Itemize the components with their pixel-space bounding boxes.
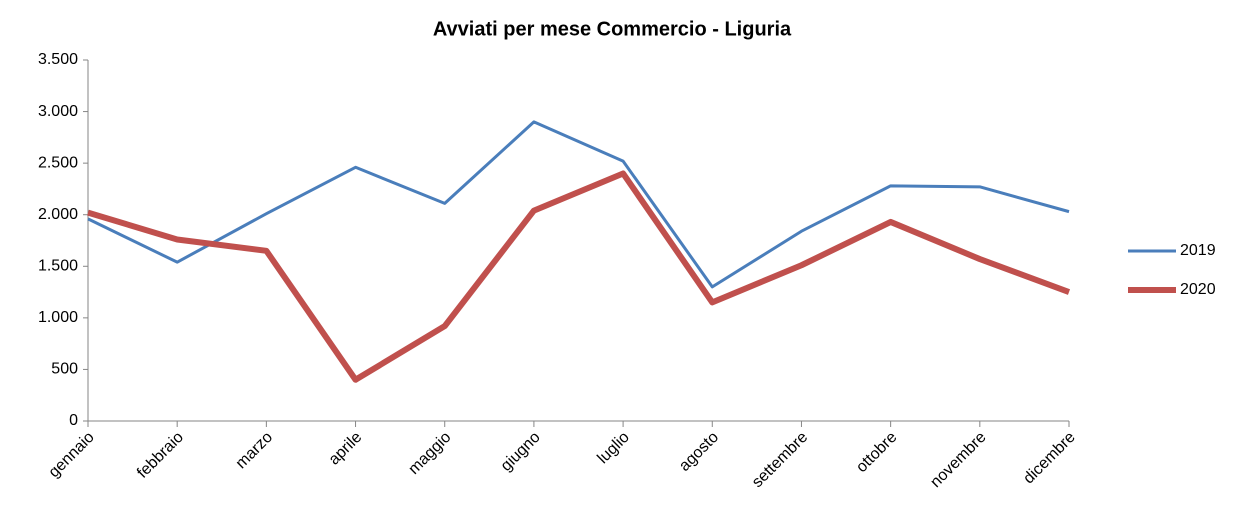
series-line [87, 170, 1071, 383]
x-tick-label: agosto [676, 429, 722, 475]
y-tick-label: 3.000 [38, 103, 78, 120]
y-tick-label: 0 [69, 412, 78, 429]
x-tick-label: maggio [405, 429, 454, 478]
x-tick-label: dicembre [1020, 429, 1079, 488]
x-tick-label: febbraio [134, 429, 187, 482]
series-line [87, 120, 1070, 289]
y-tick-label: 2.500 [38, 154, 78, 171]
y-tick-label: 1.500 [38, 258, 78, 275]
x-tick-label: gennaio [46, 429, 98, 481]
y-tick-label: 2.000 [38, 206, 78, 223]
chart-title: Avviati per mese Commercio - Liguria [433, 18, 792, 40]
x-tick-label: luglio [594, 429, 633, 468]
y-tick-label: 1.000 [38, 309, 78, 326]
legend-label: 2019 [1180, 242, 1216, 259]
legend-label: 2020 [1180, 281, 1216, 298]
x-tick-label: novembre [927, 429, 989, 491]
y-tick-label: 3.500 [38, 51, 78, 68]
x-tick-label: marzo [233, 429, 277, 473]
x-tick-label: settembre [749, 429, 811, 491]
x-tick-label: giugno [498, 429, 544, 475]
x-tick-label: aprile [326, 429, 366, 469]
y-tick-label: 500 [51, 361, 78, 378]
x-tick-label: ottobre [853, 429, 900, 476]
